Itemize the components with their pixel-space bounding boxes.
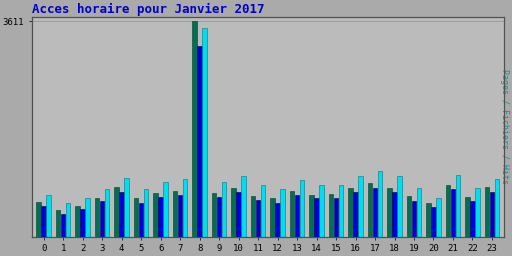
Bar [144, 189, 148, 237]
Bar [465, 197, 470, 237]
Bar [270, 198, 275, 237]
Bar [95, 198, 99, 237]
Bar [407, 196, 411, 237]
Bar [329, 194, 333, 237]
Bar [124, 178, 129, 237]
Bar [373, 188, 377, 237]
Bar [173, 191, 178, 237]
Bar [451, 189, 455, 237]
Bar [183, 179, 187, 237]
Bar [41, 206, 46, 237]
Bar [397, 176, 401, 237]
Bar [392, 192, 397, 237]
Bar [436, 198, 441, 237]
Bar [231, 188, 236, 237]
Bar [261, 185, 265, 237]
Bar [334, 198, 338, 237]
Bar [241, 176, 246, 237]
Bar [119, 192, 124, 237]
Bar [456, 175, 460, 237]
Bar [485, 187, 489, 237]
Bar [470, 201, 475, 237]
Bar [431, 207, 436, 237]
Bar [295, 195, 300, 237]
Bar [426, 202, 431, 237]
Bar [319, 185, 324, 237]
Bar [490, 192, 494, 237]
Bar [158, 197, 163, 237]
Bar [358, 176, 362, 237]
Bar [412, 201, 416, 237]
Bar [80, 209, 85, 237]
Bar [300, 180, 304, 237]
Bar [100, 201, 104, 237]
Bar [446, 185, 451, 237]
Bar [309, 195, 314, 237]
Bar [105, 189, 109, 237]
Text: Acces horaire pour Janvier 2017: Acces horaire pour Janvier 2017 [32, 3, 264, 16]
Bar [217, 197, 221, 237]
Bar [75, 206, 80, 237]
Bar [115, 187, 119, 237]
Bar [495, 179, 499, 237]
Bar [338, 185, 343, 237]
Bar [475, 188, 480, 237]
Bar [56, 210, 60, 237]
Bar [417, 188, 421, 237]
Bar [251, 196, 255, 237]
Bar [85, 198, 90, 237]
Bar [66, 203, 70, 237]
Bar [154, 193, 158, 237]
Bar [163, 182, 168, 237]
Bar [178, 195, 182, 237]
Bar [290, 191, 294, 237]
Bar [61, 214, 66, 237]
Bar [212, 193, 217, 237]
Bar [134, 198, 138, 237]
Bar [202, 28, 207, 237]
Bar [348, 188, 353, 237]
Y-axis label: Pages / Fichiers / Hits: Pages / Fichiers / Hits [500, 69, 509, 184]
Bar [256, 200, 260, 237]
Bar [378, 171, 382, 237]
Bar [46, 195, 51, 237]
Bar [197, 46, 202, 237]
Bar [314, 198, 319, 237]
Bar [280, 189, 285, 237]
Bar [353, 192, 358, 237]
Bar [275, 202, 280, 237]
Bar [36, 202, 41, 237]
Bar [388, 188, 392, 237]
Bar [222, 182, 226, 237]
Bar [368, 183, 372, 237]
Bar [193, 21, 197, 237]
Bar [139, 202, 143, 237]
Bar [237, 193, 241, 237]
